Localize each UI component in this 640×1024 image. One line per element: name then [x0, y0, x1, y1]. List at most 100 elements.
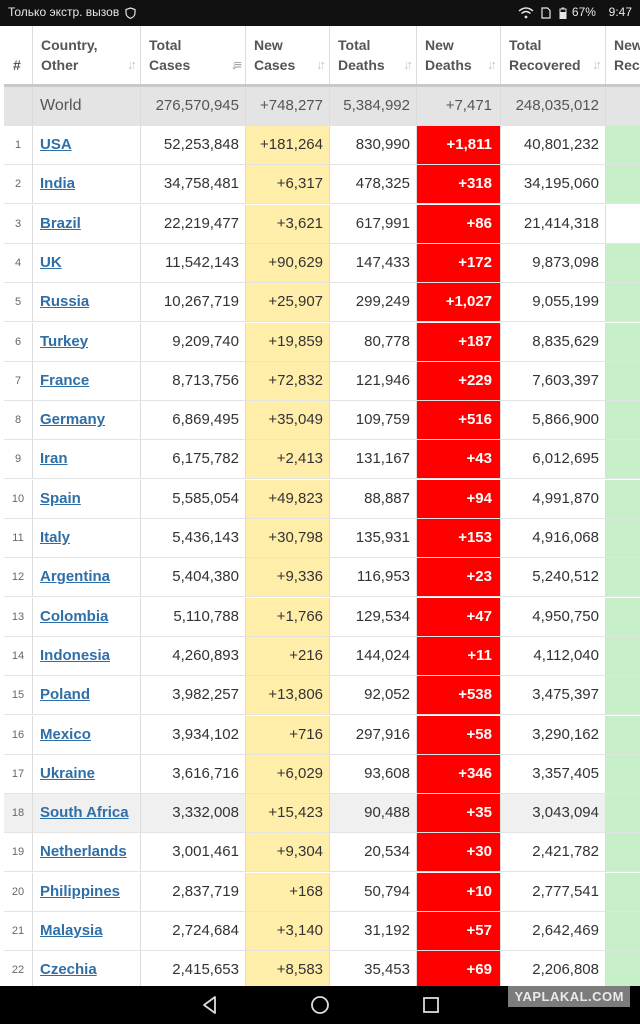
total-deaths-cell: 90,488: [330, 794, 417, 833]
row-number: [4, 87, 33, 125]
header-total-recovered-line2: Recovered: [509, 57, 581, 73]
clock: 9:47: [608, 5, 632, 19]
country-link[interactable]: India: [40, 175, 76, 193]
total-cases-cell: 5,585,054: [141, 479, 246, 518]
new-deaths-cell: +11: [417, 636, 501, 675]
total-recovered-cell: 2,642,469: [501, 912, 606, 950]
total-deaths-cell: 147,433: [330, 243, 417, 282]
country-link[interactable]: Russia: [40, 293, 90, 311]
country-link[interactable]: Spain: [40, 489, 81, 507]
header-new-cases[interactable]: New Cases ↓↑: [246, 26, 330, 84]
table-row: 3 Brazil 22,219,477 +3,621 617,991 +86 21,414,…: [4, 204, 640, 244]
header-total-recovered[interactable]: Total Recovered ↓↑: [501, 26, 606, 84]
header-new-recovered-line2: Reco: [614, 57, 640, 73]
country-link[interactable]: Poland: [40, 686, 91, 704]
total-cases-cell: 6,869,495: [141, 401, 246, 440]
new-deaths-cell: +94: [417, 479, 501, 518]
country-link[interactable]: South Africa: [40, 804, 129, 822]
total-cases-cell: 3,982,257: [141, 676, 246, 715]
country-cell: Czechia: [33, 951, 141, 990]
country-link[interactable]: Argentina: [40, 568, 111, 586]
header-new-deaths-line1: New: [425, 37, 454, 53]
table-row: 1 USA 52,253,848 +181,264 830,990 +1,811 40,80…: [4, 126, 640, 165]
new-deaths-cell: +35: [417, 794, 501, 833]
world-total-cases: 276,570,945: [141, 87, 246, 125]
country-link[interactable]: Germany: [40, 411, 106, 429]
header-new-recovered-line1: New: [614, 37, 640, 53]
battery-level: 67%: [571, 5, 596, 19]
country-link[interactable]: Iran: [40, 450, 68, 468]
row-number: 16: [4, 715, 33, 754]
country-cell: USA: [33, 126, 141, 164]
header-new-deaths[interactable]: New Deaths ↓↑: [417, 26, 501, 84]
country-link[interactable]: Malaysia: [40, 922, 103, 939]
total-recovered-cell: 34,195,060: [501, 165, 606, 204]
header-total-deaths[interactable]: Total Deaths ↓↑: [330, 26, 417, 84]
total-recovered-cell: 3,357,405: [501, 754, 606, 793]
table-row: 17 Ukraine 3,616,716 +6,029 93,608 +346 3,357,…: [4, 754, 640, 794]
country-link[interactable]: Italy: [40, 529, 71, 546]
country-link[interactable]: Brazil: [40, 214, 81, 232]
country-link[interactable]: Mexico: [40, 725, 91, 743]
country-cell: France: [33, 361, 141, 400]
country-cell: Argentina: [33, 558, 141, 597]
total-recovered-cell: 4,916,068: [501, 519, 606, 557]
country-link[interactable]: USA: [40, 136, 72, 153]
new-recovered-cell: [606, 361, 640, 400]
world-new-deaths: +7,471: [417, 87, 501, 125]
header-new-recovered[interactable]: New Reco: [606, 26, 640, 84]
total-deaths-cell: 129,534: [330, 597, 417, 636]
total-cases-cell: 3,001,461: [141, 833, 246, 872]
total-recovered-cell: 4,950,750: [501, 597, 606, 636]
new-deaths-cell: +1,027: [417, 283, 501, 322]
country-link[interactable]: Philippines: [40, 882, 121, 900]
new-cases-cell: +8,583: [246, 951, 330, 990]
sort-icon: ↓↑: [316, 57, 326, 72]
row-number: 3: [4, 204, 33, 243]
header-total-cases[interactable]: Total Cases ↓≡: [141, 26, 246, 84]
country-cell: Brazil: [33, 204, 141, 243]
country-link[interactable]: Indonesia: [40, 646, 111, 664]
country-link[interactable]: Turkey: [40, 332, 89, 350]
country-link[interactable]: France: [40, 371, 90, 389]
country-link[interactable]: UK: [40, 253, 62, 271]
android-nav-bar: YAPLAKAL.COM: [0, 986, 640, 1024]
new-cases-cell: +90,629: [246, 243, 330, 282]
new-deaths-cell: +153: [417, 519, 501, 557]
home-icon[interactable]: [308, 993, 332, 1017]
new-recovered-cell: [606, 204, 640, 243]
new-cases-cell: +25,907: [246, 283, 330, 322]
table-row: 21 Malaysia 2,724,684 +3,140 31,192 +57 2,642,…: [4, 912, 640, 951]
table-row: 9 Iran 6,175,782 +2,413 131,167 +43 6,012,695: [4, 440, 640, 480]
total-deaths-cell: 135,931: [330, 519, 417, 557]
row-number: 13: [4, 597, 33, 636]
battery-icon: [559, 7, 567, 19]
total-recovered-cell: 9,873,098: [501, 243, 606, 282]
new-deaths-cell: +58: [417, 715, 501, 754]
header-country-line1: Country,: [41, 37, 98, 53]
new-recovered-cell: [606, 597, 640, 636]
new-recovered-cell: [606, 715, 640, 754]
table-row: 19 Netherlands 3,001,461 +9,304 20,534 +30 2,4…: [4, 833, 640, 873]
country-link[interactable]: Netherlands: [40, 843, 127, 861]
new-recovered-cell: [606, 754, 640, 793]
table-row: 7 France 8,713,756 +72,832 121,946 +229 7,603,…: [4, 361, 640, 401]
country-link[interactable]: Czechia: [40, 961, 97, 979]
new-cases-cell: +216: [246, 636, 330, 675]
new-deaths-cell: +57: [417, 912, 501, 950]
header-country[interactable]: Country, Other ↓↑: [33, 26, 141, 84]
country-link[interactable]: Colombia: [40, 607, 109, 625]
table-row: 4 UK 11,542,143 +90,629 147,433 +172 9,873,098: [4, 243, 640, 283]
row-number: 11: [4, 519, 33, 557]
header-total-deaths-line2: Deaths: [338, 57, 385, 73]
total-deaths-cell: 31,192: [330, 912, 417, 950]
country-cell: Colombia: [33, 597, 141, 636]
total-cases-cell: 5,404,380: [141, 558, 246, 597]
country-link[interactable]: Ukraine: [40, 764, 96, 782]
new-cases-cell: +9,336: [246, 558, 330, 597]
recents-icon[interactable]: [419, 993, 443, 1017]
world-new-recovered: [606, 87, 640, 125]
back-icon[interactable]: [198, 993, 222, 1017]
header-number[interactable]: #: [4, 26, 33, 84]
new-recovered-cell: [606, 872, 640, 911]
